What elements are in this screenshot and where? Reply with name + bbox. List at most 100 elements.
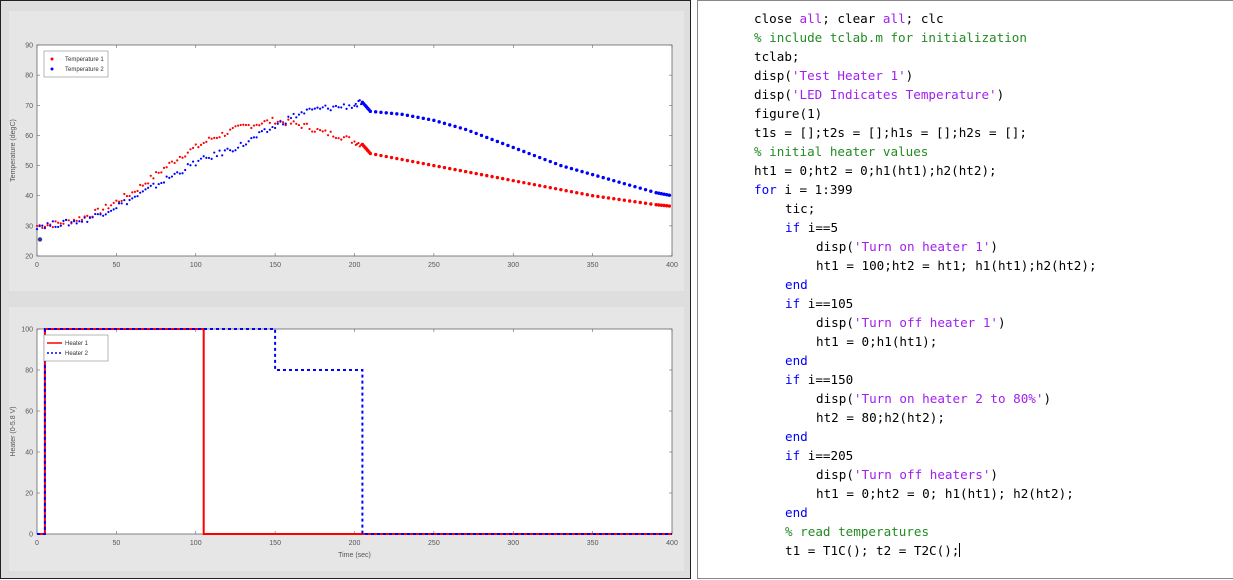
legend-box: [43, 50, 109, 78]
code-line[interactable]: if i==105: [785, 294, 853, 313]
code-line[interactable]: % read temperatures: [785, 522, 929, 541]
temp-point: [247, 140, 250, 143]
code-line[interactable]: end: [785, 427, 808, 446]
temp-point: [57, 225, 60, 229]
temp-point: [340, 106, 343, 109]
temp-point: [263, 120, 266, 123]
code-line[interactable]: disp('Turn off heater 1'): [816, 313, 1006, 332]
comment-token: % read temperatures: [785, 524, 930, 539]
code-line[interactable]: end: [785, 503, 808, 522]
temp-point: [210, 157, 213, 160]
y-tick-label: 60: [25, 409, 33, 416]
temp-point: [223, 134, 226, 137]
temp-point: [199, 157, 203, 160]
temp-point: [303, 112, 306, 115]
code-line[interactable]: t1s = [];t2s = [];h1s = [];h2s = [];: [754, 123, 1027, 142]
temp-point: [638, 200, 642, 205]
code-line[interactable]: disp('Turn off heaters'): [816, 465, 998, 484]
code-line[interactable]: ht1 = 0;h1(ht1);: [816, 332, 937, 351]
temp-point: [125, 194, 129, 198]
temp-point: [128, 198, 131, 202]
x-tick-label: 400: [666, 262, 678, 269]
temp-point: [120, 202, 123, 205]
string-token: 'LED Indicates Temperature': [791, 87, 997, 102]
code-line[interactable]: disp('Test Heater 1'): [754, 66, 913, 85]
keyword-token: end: [785, 277, 808, 292]
temp-point: [194, 143, 197, 146]
code-line[interactable]: end: [785, 275, 808, 294]
y-tick-label: 50: [25, 163, 33, 170]
temp-point: [133, 190, 136, 193]
temp-point: [229, 149, 232, 152]
temp-point: [181, 156, 184, 159]
temp-point: [485, 135, 489, 140]
temp-point: [35, 228, 39, 231]
temp-point: [149, 184, 152, 187]
code-token: close: [754, 11, 800, 26]
code-line[interactable]: % initial heater values: [754, 142, 928, 161]
temp-point: [123, 199, 126, 202]
code-token: ): [1043, 391, 1052, 406]
code-line[interactable]: ht1 = 100;ht2 = ht1; h1(ht1);h2(ht2);: [816, 256, 1097, 275]
temp-point: [234, 125, 237, 128]
code-editor[interactable]: close all; clear all; clc% include tclab…: [697, 0, 1233, 579]
x-tick-label: 50: [112, 540, 120, 547]
code-token: ht2 = 80;h2(ht2);: [816, 410, 945, 425]
code-token: ht1 = 0;h1(ht1);: [816, 334, 938, 349]
temp-point: [86, 214, 89, 217]
temp-point: [184, 155, 187, 158]
temp-point: [522, 149, 526, 154]
legend-label: Temperature 2: [65, 67, 104, 73]
temp-point: [131, 191, 134, 194]
code-line[interactable]: t1 = T1C(); t2 = T2C();: [785, 541, 961, 560]
temp-point: [72, 220, 76, 223]
temp-point: [479, 133, 484, 138]
temp-point: [601, 175, 605, 180]
temp-point: [102, 214, 105, 217]
string-token: 'Turn on heater 2 to 80%': [853, 391, 1044, 406]
code-line[interactable]: end: [785, 351, 808, 370]
temp-point: [348, 136, 351, 139]
x-tick-label: 300: [507, 540, 519, 547]
temp-point: [596, 194, 600, 199]
legend-label: Temperature 1: [65, 57, 104, 63]
temp-point: [606, 177, 611, 181]
temp-point: [91, 216, 94, 219]
temp-point: [368, 151, 373, 156]
code-token: ht1 = 100;ht2 = ht1; h1(ht1);h2(ht2);: [816, 258, 1097, 273]
code-line[interactable]: disp('Turn on heater 1'): [816, 237, 998, 256]
code-line[interactable]: ht2 = 80;h2(ht2);: [816, 408, 945, 427]
temp-point: [207, 156, 211, 160]
temp-point: [590, 194, 595, 198]
code-line[interactable]: if i==205: [785, 446, 853, 465]
temp-point: [643, 187, 648, 192]
code-line[interactable]: for i = 1:399: [754, 180, 853, 199]
keyword-token: if: [785, 220, 801, 235]
temp-point: [117, 202, 121, 205]
text-caret: [959, 543, 961, 557]
code-line[interactable]: disp('Turn on heater 2 to 80%'): [816, 389, 1051, 408]
code-line[interactable]: figure(1): [754, 104, 822, 123]
temp-point: [643, 201, 648, 205]
temp-point: [659, 203, 664, 207]
temp-point: [442, 121, 447, 126]
code-line[interactable]: close all; clear all; clc: [754, 9, 944, 28]
temp-point: [617, 180, 621, 184]
code-line[interactable]: tic;: [785, 199, 815, 218]
temp-point: [358, 99, 361, 102]
temp-point: [194, 164, 197, 167]
code-line[interactable]: ht1 = 0;ht2 = 0;h1(ht1);h2(ht2);: [754, 161, 997, 180]
code-line[interactable]: if i==5: [785, 218, 838, 237]
temp-point: [115, 207, 118, 210]
temp-point: [350, 106, 353, 109]
code-line[interactable]: % include tclab.m for initialization: [754, 28, 1027, 47]
temp-point: [258, 124, 261, 127]
temp-point: [292, 112, 295, 116]
code-line[interactable]: if i==150: [785, 370, 853, 389]
code-line[interactable]: tclab;: [754, 47, 800, 66]
code-line[interactable]: disp('LED Indicates Temperature'): [754, 85, 1004, 104]
temp-point: [421, 116, 425, 121]
code-token: i==205: [800, 448, 854, 463]
temp-point: [506, 177, 510, 182]
code-line[interactable]: ht1 = 0;ht2 = 0; h1(ht1); h2(ht2);: [816, 484, 1074, 503]
